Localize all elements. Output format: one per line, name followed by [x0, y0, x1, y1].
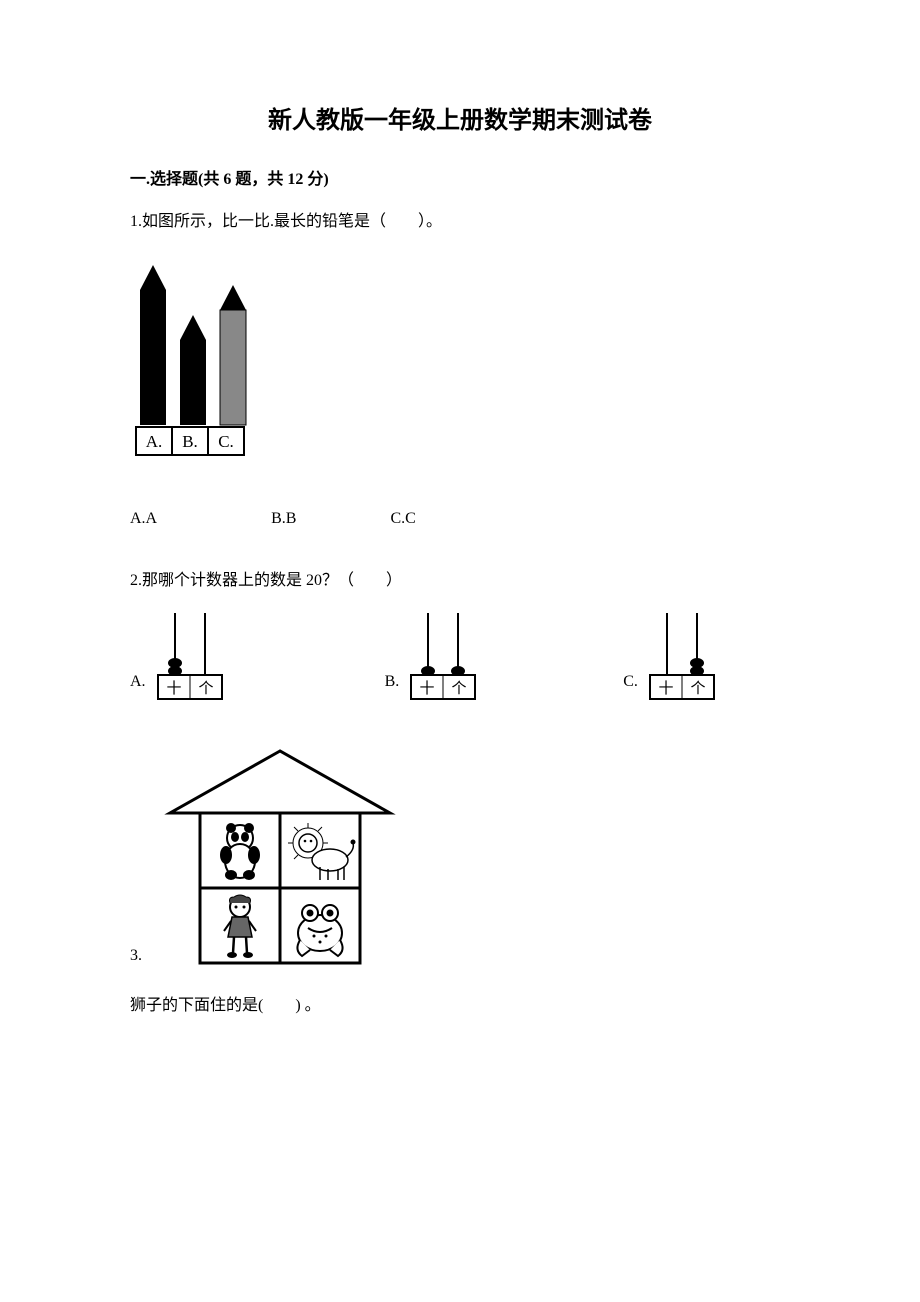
q1-text: 1.如图所示，比一比.最长的铅笔是（ ）。: [130, 209, 790, 235]
q2-opt-b: B. 十 个: [385, 613, 484, 703]
pencil-label-a: A.: [146, 432, 163, 451]
pencil-b: [180, 315, 206, 425]
q1-opt-b: B.B: [271, 510, 296, 528]
section-header: 一.选择题(共 6 题，共 12 分): [130, 165, 790, 189]
q2-text: 2.那哪个计数器上的数是 20？（ ）: [130, 568, 790, 594]
q1-opt-a: A.A: [130, 510, 157, 528]
abacus-b-icon: 十 个: [403, 613, 483, 703]
q1-figure: A. B. C.: [130, 255, 790, 480]
q3-number: 3.: [130, 947, 142, 965]
q3-text: 狮子的下面住的是( ) 。: [130, 993, 790, 1019]
pencil-label-b: B.: [182, 432, 198, 451]
abacus-a-icon: 十 个: [150, 613, 230, 703]
svg-text:个: 个: [452, 680, 467, 697]
q3-figure-row: 3.: [130, 743, 790, 973]
svg-text:个: 个: [690, 680, 705, 697]
svg-text:十: 十: [420, 680, 435, 697]
q1-options: A.A B.B C.C: [130, 510, 790, 528]
svg-text:十: 十: [658, 680, 673, 697]
q2-opt-a: A. 十 个: [130, 613, 230, 703]
q2-options: A. 十 个 B. 十 个 C.: [130, 613, 790, 703]
q2-opt-c-label: C.: [623, 673, 638, 691]
svg-text:个: 个: [198, 680, 213, 697]
abacus-c-icon: 十 个: [642, 613, 722, 703]
page-title: 新人教版一年级上册数学期末测试卷: [130, 100, 790, 135]
pencil-a: [140, 265, 166, 425]
q1-opt-c: C.C: [390, 510, 415, 528]
q2-opt-b-label: B.: [385, 673, 400, 691]
q2-opt-a-label: A.: [130, 673, 146, 691]
house-figure: [150, 743, 410, 973]
pencil-c: [220, 285, 246, 425]
pencil-label-c: C.: [218, 432, 234, 451]
q2-opt-c: C. 十 个: [623, 613, 722, 703]
svg-text:十: 十: [166, 680, 181, 697]
